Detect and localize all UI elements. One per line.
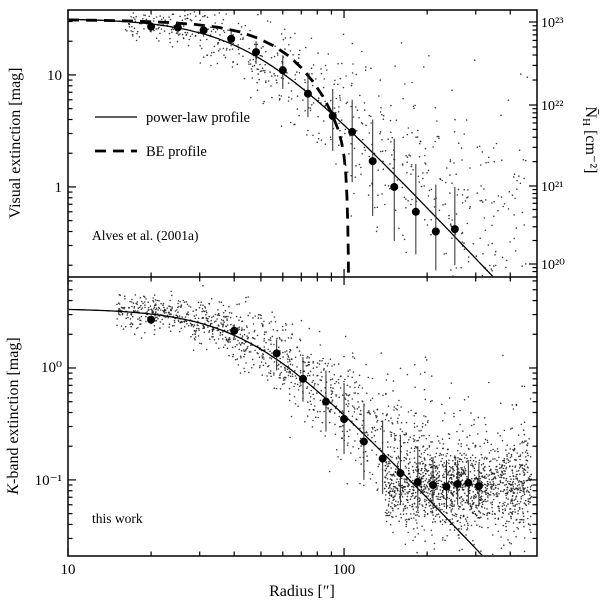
top-panel-data bbox=[68, 10, 529, 277]
be-profile-curve bbox=[68, 18, 350, 277]
binned-data-point bbox=[328, 111, 337, 120]
binned-data-point bbox=[368, 157, 377, 166]
binned-data-point bbox=[396, 469, 405, 478]
top-ytick-1: 1 bbox=[55, 180, 63, 196]
binned-data-point bbox=[199, 26, 208, 35]
right-ytick-1e20: 10²⁰ bbox=[541, 258, 565, 273]
xtick-100: 100 bbox=[333, 562, 356, 578]
binned-data-point bbox=[428, 481, 437, 490]
axes-frame bbox=[67, 9, 538, 557]
bottom-y-axis-title-K: K bbox=[5, 483, 22, 496]
bottom-panel-data bbox=[68, 285, 533, 556]
right-y-axis-title-units: [cm⁻²] bbox=[582, 126, 599, 173]
binned-data-point bbox=[359, 437, 368, 446]
right-ytick-1e23: 10²³ bbox=[541, 16, 563, 31]
xtick-10: 10 bbox=[61, 562, 76, 578]
right-y-axis-title-nbar: N̄ bbox=[582, 107, 599, 119]
binned-data-point bbox=[340, 415, 349, 424]
legend-be-label: BE profile bbox=[146, 144, 207, 160]
top-y-axis-title: Visual extinction [mag] bbox=[7, 68, 24, 219]
binned-data-point bbox=[431, 227, 440, 236]
right-ytick-1e22: 10²² bbox=[541, 99, 563, 114]
legend: power-law profile BE profile bbox=[95, 110, 250, 160]
binned-data-point bbox=[303, 89, 312, 98]
binned-data-point bbox=[278, 66, 287, 75]
binned-data-point bbox=[378, 454, 387, 463]
power-law-curve bbox=[68, 18, 494, 277]
bottom-y-axis-title-rest: -band extinction [mag] bbox=[5, 337, 22, 484]
binned-data-point bbox=[173, 23, 182, 32]
bottom-ytick-0p1: 10⁻¹ bbox=[35, 473, 62, 489]
plot-layer bbox=[67, 9, 538, 557]
binned-data-point bbox=[252, 48, 261, 57]
binned-data-point bbox=[272, 349, 281, 358]
binned-data-point bbox=[298, 374, 307, 383]
power-law-curve bbox=[68, 308, 483, 556]
binned-data-point bbox=[227, 34, 236, 43]
binned-data-point bbox=[453, 479, 462, 488]
top-ytick-10: 10 bbox=[47, 68, 62, 84]
right-ytick-1e21: 10²¹ bbox=[541, 180, 563, 195]
x-axis-title: Radius [″] bbox=[269, 583, 335, 600]
right-y-axis-title: N̄H [cm⁻²] bbox=[580, 107, 599, 174]
top-panel-annotation: Alves et al. (2001a) bbox=[92, 228, 198, 243]
bottom-y-axis-title: K-band extinction [mag] bbox=[5, 337, 22, 495]
bottom-panel-annotation: this work bbox=[92, 511, 143, 526]
binned-data-point bbox=[474, 482, 483, 491]
binned-data-point bbox=[348, 127, 357, 136]
binned-data-point bbox=[147, 22, 156, 31]
bottom-ytick-1: 10⁰ bbox=[41, 360, 62, 376]
binned-data-point bbox=[442, 482, 451, 491]
binned-data-point bbox=[390, 182, 399, 191]
binned-data-point bbox=[321, 397, 330, 406]
binned-data-point bbox=[450, 225, 459, 234]
binned-data-point bbox=[464, 478, 473, 487]
binned-data-point bbox=[411, 207, 420, 216]
binned-data-point bbox=[413, 477, 422, 486]
binned-data-point bbox=[147, 315, 156, 324]
binned-data-point bbox=[230, 326, 239, 335]
right-y-axis-title-sub: H bbox=[580, 118, 592, 126]
legend-powerlaw-label: power-law profile bbox=[146, 110, 250, 126]
